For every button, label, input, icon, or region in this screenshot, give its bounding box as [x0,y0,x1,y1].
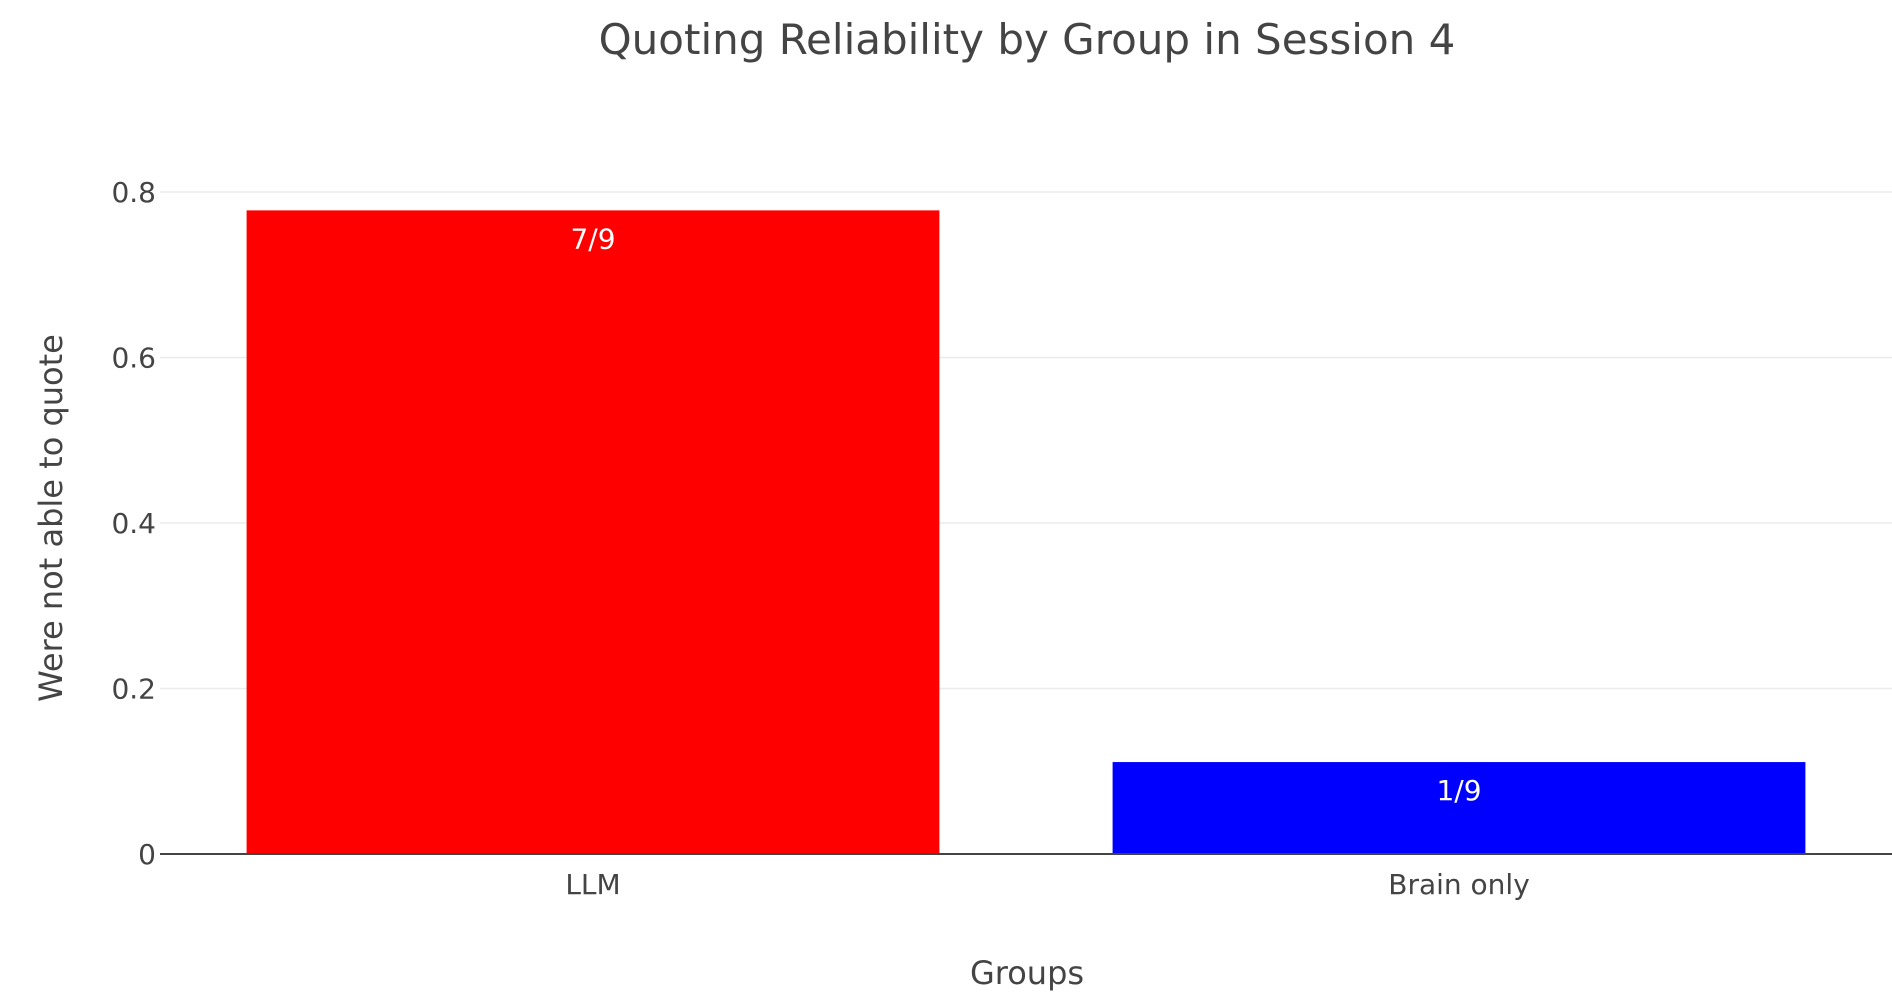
y-tick-label: 0 [138,838,156,871]
bars: 7/9 1/9 [246,210,1806,855]
y-axis-ticks: 0 0.2 0.4 0.6 0.8 [111,176,156,871]
y-tick-label: 0.8 [111,176,156,209]
bar-data-label: 1/9 [1436,774,1481,807]
x-tick-label: LLM [565,868,620,901]
y-tick-label: 0.4 [111,507,156,540]
y-tick-label: 0.6 [111,342,156,375]
bar [246,210,940,855]
bar-data-label: 7/9 [570,222,615,255]
chart-title: Quoting Reliability by Group in Session … [599,15,1456,64]
x-axis-ticks: LLM Brain only [565,868,1529,901]
bar [1112,762,1806,854]
y-tick-label: 0.2 [111,673,156,706]
x-axis-title: Groups [970,954,1084,992]
x-tick-label: Brain only [1388,868,1530,901]
y-axis-title: Were not able to quote [32,334,70,702]
